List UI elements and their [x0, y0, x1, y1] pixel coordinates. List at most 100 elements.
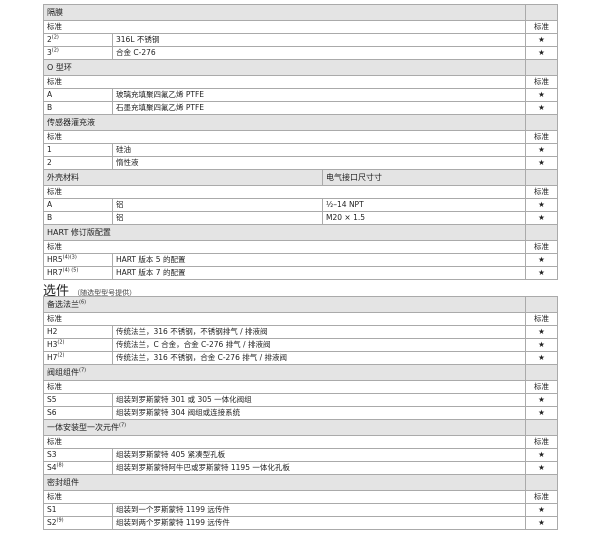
option-code: HR5(4)(3)	[43, 253, 113, 267]
option-description: HART 版本 5 的配置	[111, 253, 527, 267]
standard-label: 标准	[525, 130, 559, 144]
option-description: 传统法兰，316 不锈钢，不锈钢排气 / 排液阀	[112, 325, 526, 339]
table-row: S1 组装到一个罗斯蒙特 1199 远传件 ★	[43, 503, 558, 517]
std-column-header	[525, 296, 558, 313]
table-row: 1 硅油 ★	[43, 143, 559, 157]
std-column-header	[525, 59, 559, 76]
standard-star-icon: ★	[525, 101, 559, 115]
standard-star-icon: ★	[525, 338, 558, 352]
option-code: 2	[43, 156, 113, 170]
option-code: S6	[43, 406, 113, 420]
standard-label: 标准	[525, 312, 558, 326]
standard-label: 标准	[525, 240, 559, 254]
standard-label: 标准	[525, 75, 559, 89]
section-title: 阀组组件(7)	[43, 364, 526, 381]
option-code: S2(9)	[43, 516, 113, 530]
section-header: 备选法兰(6)	[43, 296, 558, 313]
standard-row: 标准 标准	[43, 490, 558, 504]
standard-label: 标准	[42, 20, 527, 34]
standard-star-icon: ★	[525, 143, 559, 157]
option-code: S4(8)	[43, 461, 113, 475]
standard-label: 标准	[43, 380, 526, 394]
section-header: 密封组件	[43, 474, 558, 491]
section-title: 一体安装型一次元件(7)	[43, 419, 526, 436]
option-description: 316L 不锈钢	[111, 33, 527, 47]
option-code: B	[43, 211, 113, 225]
option-description: 传统法兰，316 不锈钢，合金 C-276 排气 / 排液阀	[112, 351, 526, 365]
table-row: H2 传统法兰，316 不锈钢，不锈钢排气 / 排液阀 ★	[43, 325, 558, 339]
table-row: B 铝 M20 × 1.5 ★	[43, 211, 559, 225]
standard-star-icon: ★	[525, 156, 559, 170]
table-row: 2 惰性液 ★	[43, 156, 559, 170]
table-row: A 玻璃充填聚四氟乙烯 PTFE ★	[43, 88, 559, 102]
table-row: HR7(4) (5) HART 版本 7 的配置 ★	[43, 266, 559, 280]
option-description: HART 版本 7 的配置	[111, 266, 527, 280]
option-description: 铝	[112, 211, 323, 225]
standard-star-icon: ★	[525, 88, 559, 102]
section-title: 外壳材料	[43, 169, 323, 186]
option-description: 组装到一个罗斯蒙特 1199 远传件	[112, 503, 526, 517]
standard-label: 标准	[42, 240, 527, 254]
standard-star-icon: ★	[525, 266, 559, 280]
option-code: B	[43, 101, 113, 115]
table-row: A 铝 ½–14 NPT ★	[43, 198, 559, 212]
table-row: S2(9) 组装到两个罗斯蒙特 1199 远传件 ★	[43, 516, 558, 530]
standard-star-icon: ★	[525, 516, 558, 530]
option-code: H2	[43, 325, 113, 339]
option-code: S5	[43, 393, 113, 407]
standard-star-icon: ★	[525, 503, 558, 517]
standard-label: 标准	[525, 435, 558, 449]
standard-star-icon: ★	[525, 46, 559, 60]
std-column-header	[525, 474, 558, 491]
table-row: S3 组装到罗斯蒙特 405 紧凑型孔板 ★	[43, 448, 558, 462]
standard-row: 标准 标准	[43, 435, 558, 449]
section-header: 外壳材料 电气接口尺寸寸	[43, 169, 559, 186]
standard-label: 标准	[525, 380, 558, 394]
standard-label: 标准	[43, 312, 526, 326]
option-code: A	[43, 198, 113, 212]
section-header: HART 修订版配置	[42, 224, 559, 241]
std-column-header	[525, 419, 558, 436]
section-header: O 型环	[42, 59, 559, 76]
section-title: 备选法兰(6)	[43, 296, 526, 313]
section-title: HART 修订版配置	[42, 224, 527, 241]
standard-label: 标准	[42, 75, 527, 89]
option-code: 2(2)	[43, 33, 113, 47]
standard-star-icon: ★	[525, 448, 558, 462]
section-header: 隔膜	[42, 4, 559, 21]
standard-star-icon: ★	[525, 461, 558, 475]
standard-row: 标准 标准	[43, 380, 558, 394]
standard-star-icon: ★	[525, 406, 558, 420]
option-description: 组装到罗斯蒙特 405 紧凑型孔板	[112, 448, 526, 462]
table-row: B 石墨充填聚四氟乙烯 PTFE ★	[43, 101, 559, 115]
standard-label: 标准	[525, 185, 559, 199]
options-table-extra: 备选法兰(6) 标准 标准 H2 传统法兰，316 不锈钢，不锈钢排气 / 排液阀 ★ H3…	[43, 296, 558, 530]
standard-star-icon: ★	[525, 211, 559, 225]
section-title: 密封组件	[43, 474, 526, 491]
table-row: S6 组装到罗斯蒙特 304 阀组或连接系统 ★	[43, 406, 558, 420]
table-row: S5 组装到罗斯蒙特 301 或 305 一体化阀组 ★	[43, 393, 558, 407]
table-row: S4(8) 组装到罗斯蒙特阿牛巴或罗斯蒙特 1195 一体化孔板 ★	[43, 461, 558, 475]
standard-row: 标准 标准	[42, 75, 559, 89]
standard-row: 标准 标准	[42, 130, 559, 144]
option-description: 石墨充填聚四氟乙烯 PTFE	[111, 101, 527, 115]
standard-star-icon: ★	[525, 253, 559, 267]
standard-star-icon: ★	[525, 393, 558, 407]
standard-label: 标准	[42, 185, 527, 199]
standard-row: 标准 标准	[42, 240, 559, 254]
section-title-2: 电气接口尺寸寸	[321, 169, 527, 186]
section-header: 一体安装型一次元件(7)	[43, 419, 558, 436]
option-description: 铝	[112, 198, 323, 212]
standard-label: 标准	[42, 130, 527, 144]
table-row: 2(2) 316L 不锈钢 ★	[43, 33, 559, 47]
option-code: H7(2)	[43, 351, 113, 365]
option-code: H3(2)	[43, 338, 113, 352]
std-column-header	[525, 224, 559, 241]
option-description: 组装到罗斯蒙特 304 阀组或连接系统	[112, 406, 526, 420]
option-description: 硅油	[111, 143, 527, 157]
option-description-2: M20 × 1.5	[321, 211, 527, 225]
section-header: 阀组组件(7)	[43, 364, 558, 381]
option-description: 传统法兰，C 合金，合金 C-276 排气 / 排液阀	[112, 338, 526, 352]
option-code: S1	[43, 503, 113, 517]
standard-star-icon: ★	[525, 325, 558, 339]
